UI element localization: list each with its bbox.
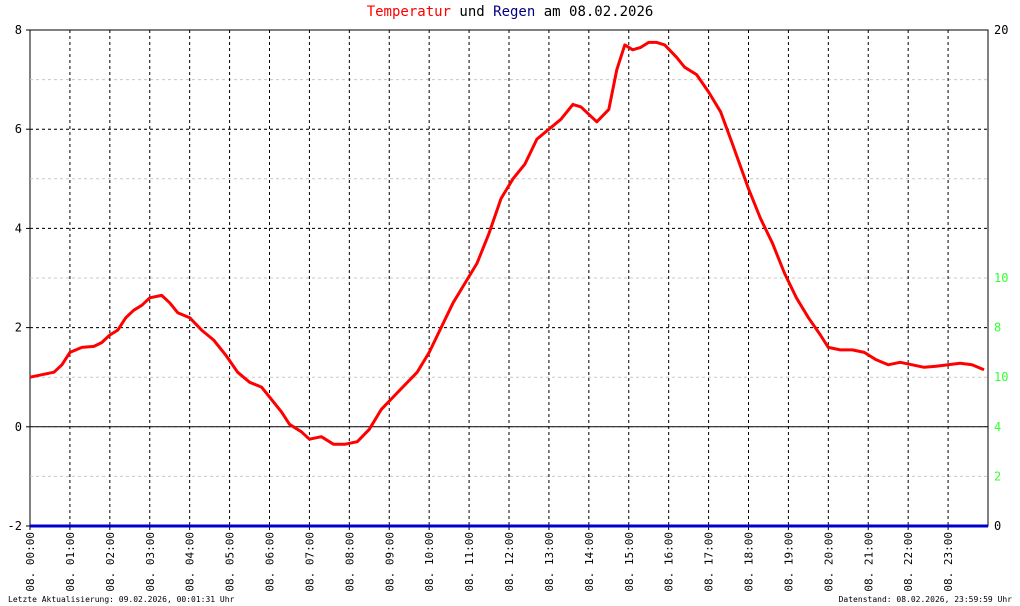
x-tick-label: 08. 09:00	[383, 532, 396, 592]
x-tick-label: 08. 03:00	[144, 532, 157, 592]
last-update-text: Letzte Aktualisierung: 09.02.2026, 00:01…	[8, 595, 235, 604]
y-right-tick-label: 20	[994, 23, 1008, 37]
data-status-text: Datenstand: 08.02.2026, 23:59:59 Uhr	[838, 595, 1012, 604]
x-tick-label: 08. 06:00	[264, 532, 277, 592]
x-tick-label: 08. 18:00	[743, 532, 756, 592]
x-tick-label: 08. 04:00	[184, 532, 197, 592]
x-tick-label: 08. 14:00	[583, 532, 596, 592]
y-left-tick-label: 2	[15, 321, 22, 335]
y-right-tick-label: 2	[994, 469, 1001, 483]
x-tick-label: 08. 21:00	[862, 532, 875, 592]
chart-title: Temperatur und Regen am 08.02.2026	[0, 4, 1020, 20]
y-left-tick-label: 6	[15, 122, 22, 136]
title-und: und	[450, 4, 494, 20]
x-tick-label: 08. 17:00	[703, 532, 716, 592]
y-right-tick-label: 0	[994, 519, 1001, 533]
x-tick-label: 08. 00:00	[24, 532, 37, 592]
x-tick-label: 08. 20:00	[822, 532, 835, 592]
x-tick-label: 08. 02:00	[104, 532, 117, 592]
x-tick-label: 08. 08:00	[343, 532, 356, 592]
x-tick-label: 08. 10:00	[423, 532, 436, 592]
title-rain: Regen	[493, 4, 536, 20]
title-temperature: Temperatur	[366, 4, 451, 20]
x-tick-label: 08. 01:00	[64, 532, 77, 592]
y-right-tick-label: 4	[994, 420, 1001, 434]
temperature-series-line	[29, 40, 985, 446]
y-right-tick-label: 10	[994, 271, 1008, 285]
y-left-tick-label: 4	[15, 221, 22, 235]
x-tick-label: 08. 13:00	[543, 532, 556, 592]
x-tick-label: 08. 05:00	[224, 532, 237, 592]
x-tick-label: 08. 11:00	[463, 532, 476, 592]
y-right-tick-label: 8	[994, 321, 1001, 335]
x-tick-label: 08. 23:00	[942, 532, 955, 592]
x-tick-label: 08. 19:00	[782, 532, 795, 592]
x-tick-label: 08. 07:00	[303, 532, 316, 592]
y-left-tick-label: 0	[15, 420, 22, 434]
title-date: am 08.02.2026	[535, 4, 654, 20]
y-right-tick-label: 10	[994, 370, 1008, 384]
y-left-tick-label: -2	[8, 519, 22, 533]
x-tick-label: 08. 22:00	[902, 532, 915, 592]
x-tick-label: 08. 15:00	[623, 532, 636, 592]
x-tick-label: 08. 16:00	[663, 532, 676, 592]
y-left-tick-label: 8	[15, 23, 22, 37]
x-tick-label: 08. 12:00	[503, 532, 516, 592]
